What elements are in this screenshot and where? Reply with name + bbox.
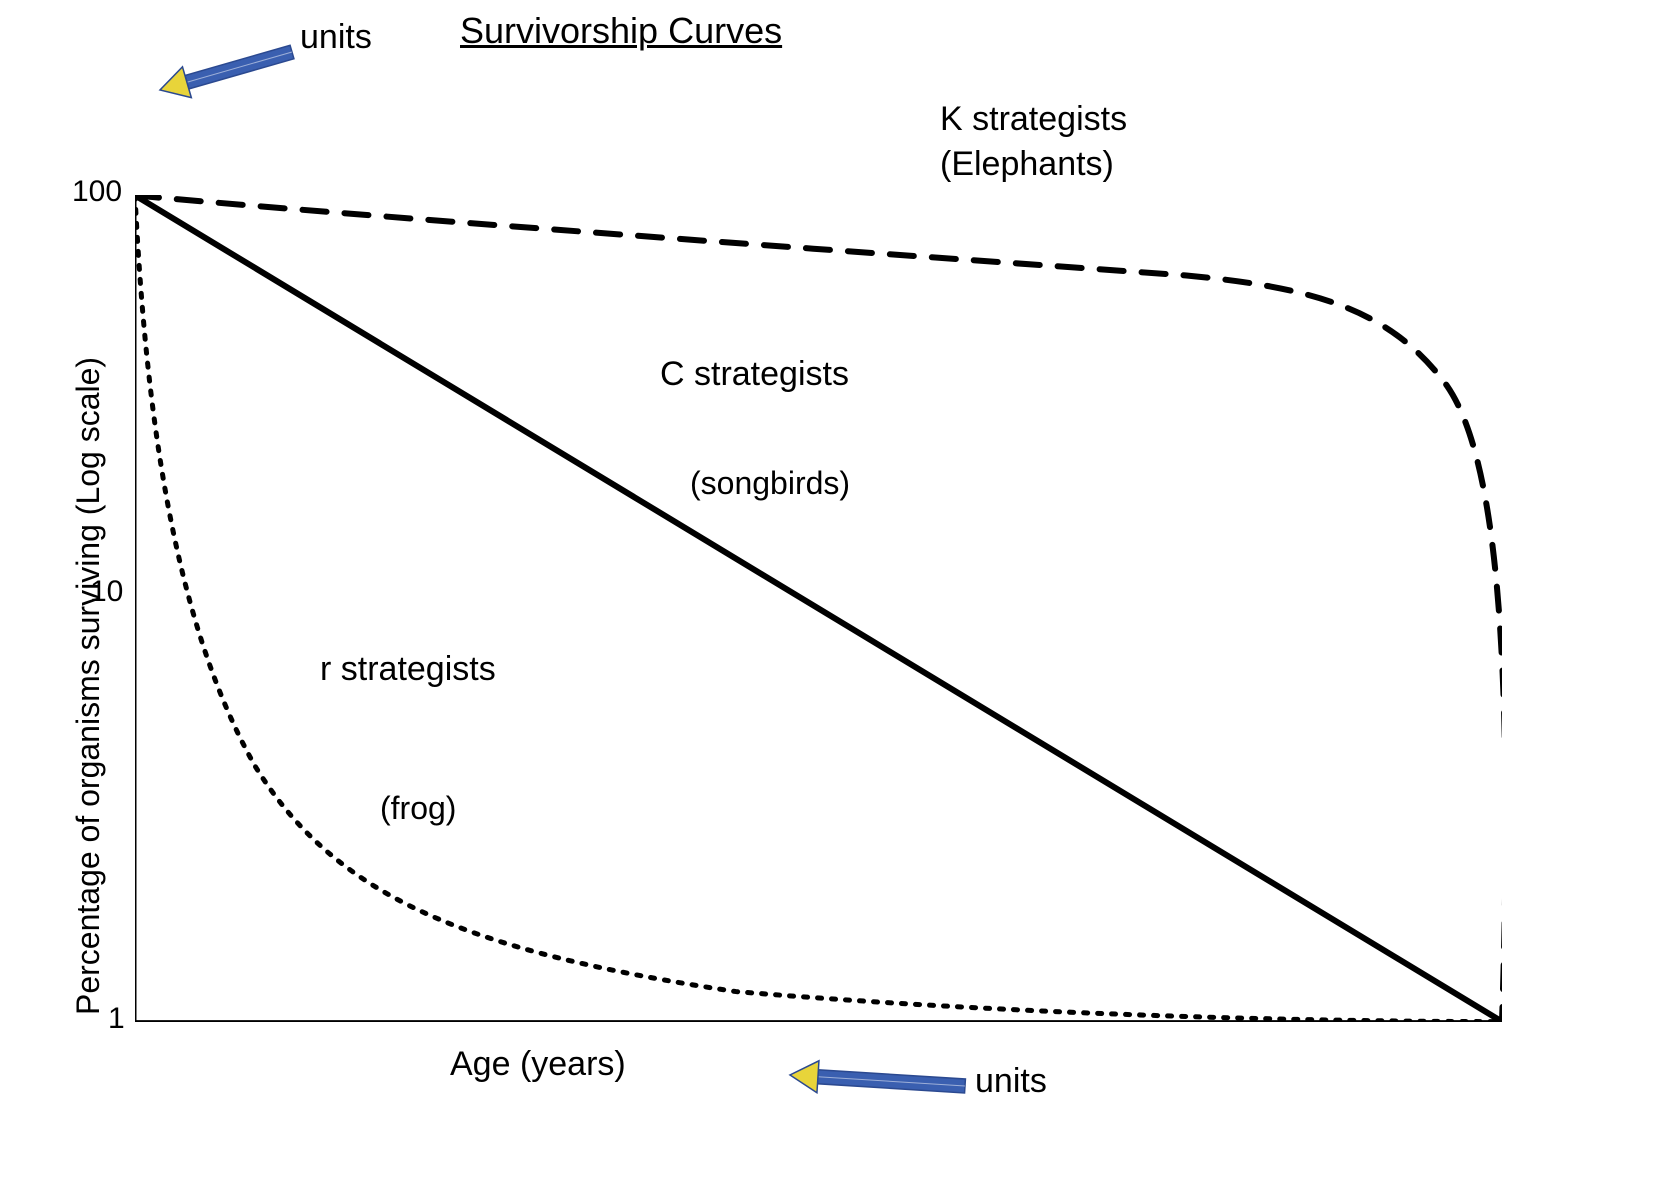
- page: Survivorship Curves Percentage of organi…: [0, 0, 1653, 1197]
- units-arrow-bottom: [0, 0, 1653, 1197]
